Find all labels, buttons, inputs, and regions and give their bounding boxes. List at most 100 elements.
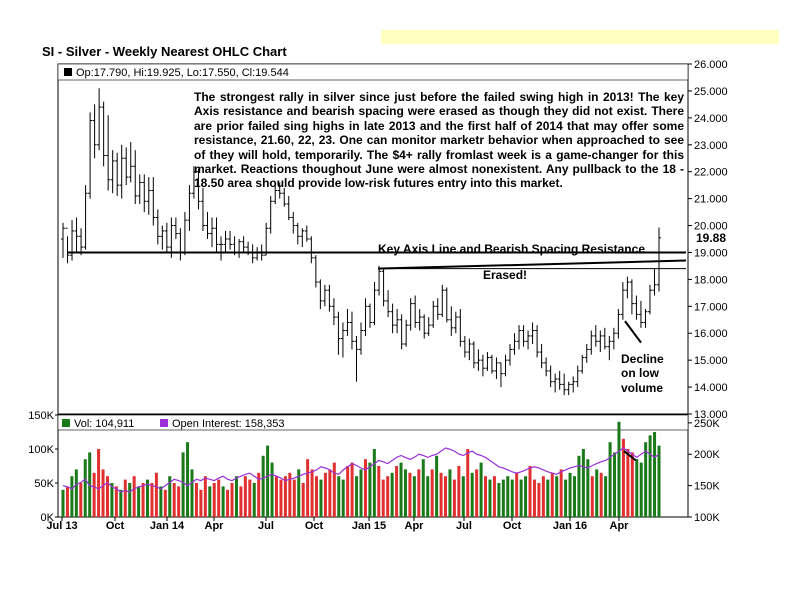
vol-tick-label: 50K xyxy=(34,478,54,490)
volume-bar xyxy=(635,459,639,517)
volume-bar xyxy=(399,462,403,517)
ohlc-bar xyxy=(435,298,440,320)
y-tick-label: 21.000 xyxy=(694,194,728,206)
volume-bar xyxy=(381,479,385,517)
ohlc-bar xyxy=(476,349,481,371)
volume-bar xyxy=(599,472,603,517)
x-tick-label: Oct xyxy=(305,520,324,532)
y-tick-label: 25.000 xyxy=(694,86,728,98)
volume-bar xyxy=(137,486,141,517)
volume-bar xyxy=(359,469,363,517)
y-tick-label: 22.000 xyxy=(694,167,728,179)
ohlc-bar xyxy=(241,236,246,253)
volume-bar xyxy=(319,479,323,517)
ohlc-bar xyxy=(110,150,115,194)
volume-bar xyxy=(301,483,305,517)
ohlc-bar xyxy=(200,187,205,231)
ohlc-bar xyxy=(467,338,472,361)
ohlc-bar xyxy=(548,365,553,388)
volume-bar xyxy=(403,469,407,517)
volume-bar xyxy=(390,472,394,517)
ohlc-bar xyxy=(616,309,621,339)
ohlc-bar xyxy=(151,177,156,226)
volume-bar xyxy=(230,483,234,517)
volume-bar xyxy=(128,483,132,517)
ohlc-bar xyxy=(399,314,404,350)
ohlc-bar xyxy=(503,354,508,377)
volume-bar xyxy=(386,476,390,517)
volume-bar xyxy=(368,462,372,517)
y-tick-label: 13.000 xyxy=(694,409,728,421)
volume-bar xyxy=(604,476,608,517)
volume-bar xyxy=(163,489,167,517)
volume-bar xyxy=(515,472,519,517)
oi-tick-label: 250K xyxy=(694,418,720,430)
volume-bar xyxy=(350,462,354,517)
volume-bar xyxy=(243,476,247,517)
x-tick-label: Apr xyxy=(610,520,630,532)
volume-bar xyxy=(177,486,181,517)
volume-bar xyxy=(150,483,154,517)
y-tick-label: 20.000 xyxy=(694,221,728,233)
ohlc-bar xyxy=(422,314,427,339)
volume-bar xyxy=(61,489,65,517)
volume-bar xyxy=(266,445,270,517)
volume-bar xyxy=(141,483,145,517)
volume-bar xyxy=(457,466,461,517)
ohlc-bar xyxy=(205,212,210,239)
last-price-label: 19.88 xyxy=(696,231,727,245)
y-tick-label: 14.000 xyxy=(694,382,728,394)
ohlc-bar xyxy=(544,357,549,377)
ohlc-bar xyxy=(137,174,142,204)
oi-tick-label: 200K xyxy=(694,449,720,461)
x-tick-label: Jan 16 xyxy=(553,520,587,532)
ohlc-bar xyxy=(173,217,178,239)
ohlc-bar xyxy=(286,195,291,221)
ohlc-bar xyxy=(431,300,436,328)
x-tick-label: Oct xyxy=(106,520,125,532)
ohlc-bar xyxy=(300,228,305,248)
ohlc-bar xyxy=(282,187,287,207)
ohlc-bar xyxy=(106,115,111,191)
ohlc-bar xyxy=(413,295,418,328)
volume-bar xyxy=(355,476,359,517)
ohlc-bar xyxy=(264,222,269,256)
volume-bar xyxy=(461,476,465,517)
x-tick-label: Jul xyxy=(258,520,274,532)
x-axis: Jul 13 Oct Jan 14 Apr Jul Oct Jan 15 Apr Jul Oct J… xyxy=(46,517,629,532)
ohlc-bar xyxy=(128,142,133,183)
volume-bar xyxy=(564,479,568,517)
ohlc-bar xyxy=(557,370,562,390)
ohlc-bar xyxy=(453,311,458,334)
ohlc-bar xyxy=(83,185,88,250)
commentary-text: The strongest rally in silver since just… xyxy=(194,90,684,191)
volume-bar xyxy=(541,476,545,517)
erased-label: Erased! xyxy=(483,268,528,282)
volume-bar xyxy=(395,466,399,517)
volume-bar xyxy=(372,449,376,517)
volume-bar xyxy=(270,462,274,517)
chart-title: SI - Silver - Weekly Nearest OHLC Chart xyxy=(42,44,287,59)
volume-bar xyxy=(159,486,163,517)
ohlc-bar xyxy=(304,225,309,242)
volume-bar xyxy=(452,479,456,517)
ohlc-bar xyxy=(629,279,634,315)
ohlc-bar xyxy=(638,300,643,328)
decline-arrow xyxy=(624,320,642,344)
volume-bar xyxy=(608,442,612,517)
volume-bar xyxy=(408,472,412,517)
volume-bar xyxy=(101,469,105,517)
volume-bar xyxy=(212,483,216,517)
key-axis-label: Key Axis Line and Bearish Spacing Resist… xyxy=(378,242,645,256)
ohlc-bar xyxy=(268,195,273,234)
ohlc-bar xyxy=(191,166,196,199)
volume-panel: Vol: 104,911 Open Interest: 158,353 150K 10… xyxy=(28,410,720,524)
volume-bar xyxy=(630,452,634,517)
volume-bar xyxy=(332,462,336,517)
ohlc-bar xyxy=(657,227,661,292)
volume-bar xyxy=(430,469,434,517)
volume-bar xyxy=(323,472,327,517)
spacing-line xyxy=(377,259,687,270)
ohlc-bar xyxy=(408,298,413,331)
